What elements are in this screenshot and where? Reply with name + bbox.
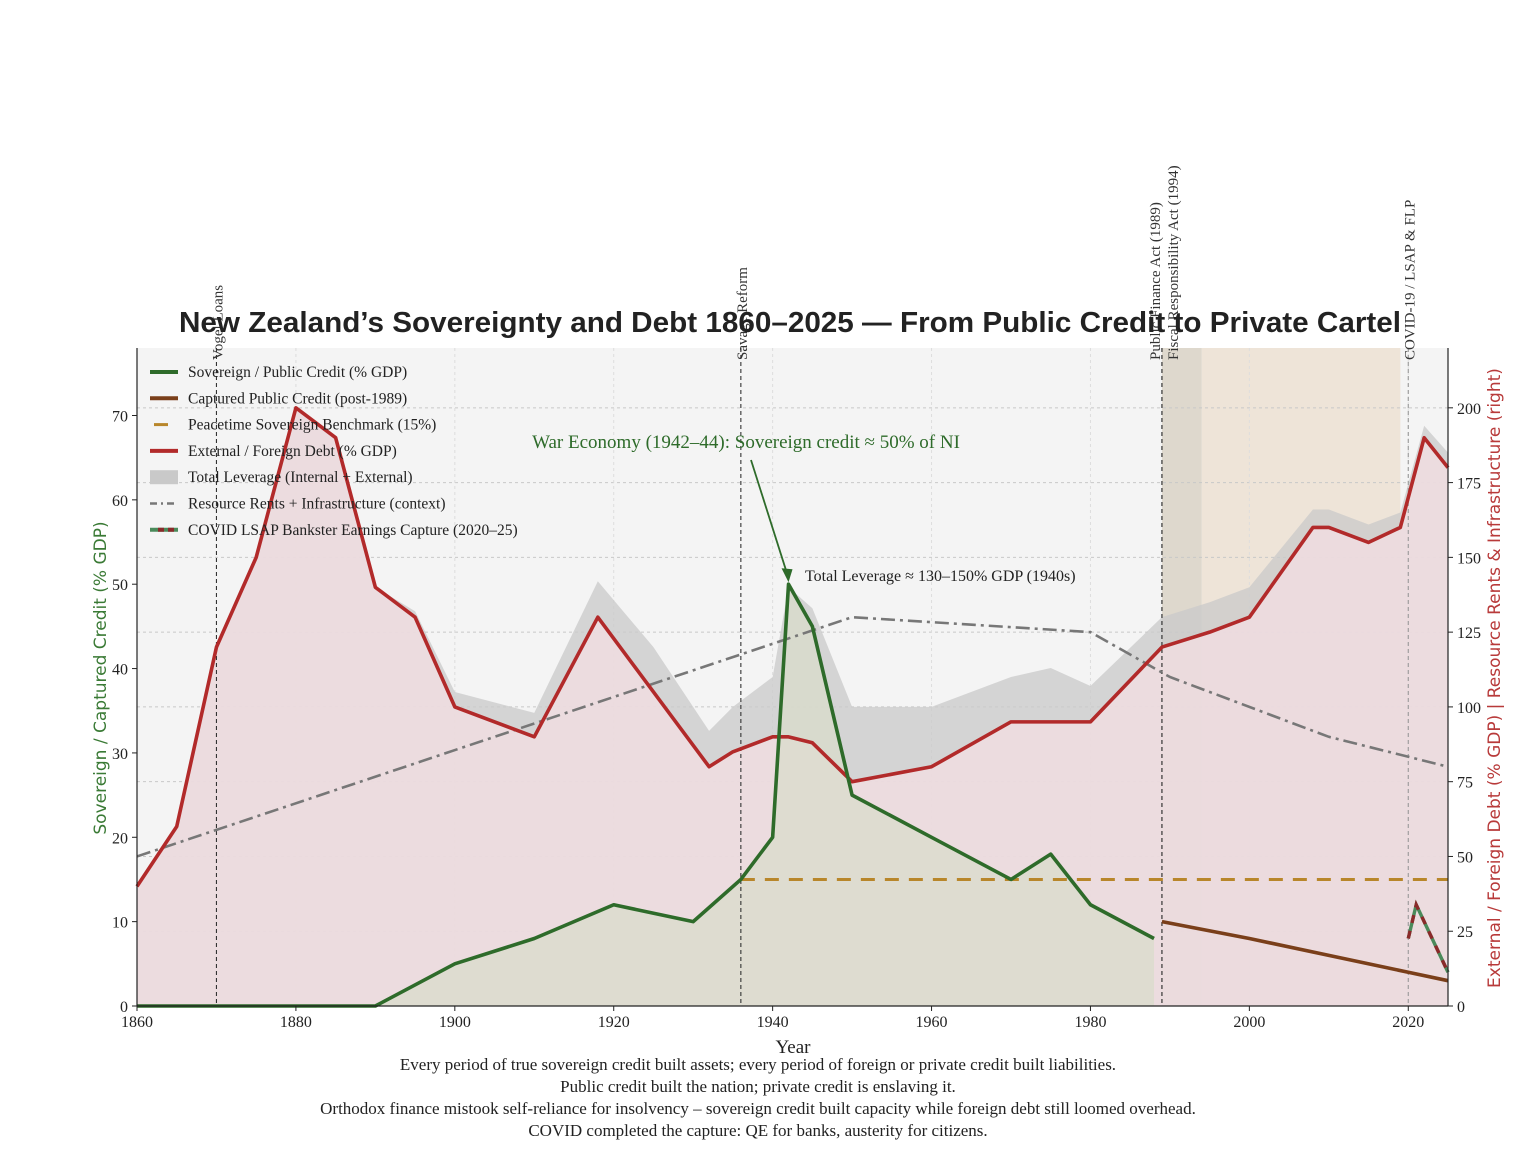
x-tick-label: 1860 — [121, 1014, 153, 1031]
footer-line-4: COVID completed the capture: QE for bank… — [528, 1121, 988, 1140]
legend-swatch — [150, 470, 178, 485]
event-label: Public Finance Act (1989) — [1148, 202, 1164, 360]
legend-label: External / Foreign Debt (% GDP) — [188, 443, 397, 460]
resource-rents-line — [136, 615, 1449, 858]
event-label: Vogel Loans — [210, 285, 226, 360]
event-label: Savage Reform — [735, 267, 751, 360]
legend-label: COVID LSAP Bankster Earnings Capture (20… — [188, 522, 518, 539]
legend-label: Sovereign / Public Credit (% GDP) — [188, 364, 407, 381]
annotation-arrow — [750, 459, 790, 579]
total-leverage-annotation: Total Leverage ≈ 130–150% GDP (1940s) — [805, 568, 1076, 585]
war-economy-annotation: War Economy (1942–44): Sovereign credit … — [532, 432, 960, 453]
y-left-tick-label: 0 — [120, 999, 128, 1016]
external-debt-fill — [137, 407, 1448, 1006]
y-left-tick-label: 30 — [112, 746, 128, 763]
y-left-tick-label: 70 — [112, 408, 128, 425]
footer-line-2: Public credit built the nation; private … — [560, 1077, 956, 1096]
sovereign-credit-fill — [137, 584, 1155, 1006]
x-tick-label: 1960 — [916, 1014, 948, 1031]
y-right-tick-label: 50 — [1457, 849, 1473, 866]
y-right-tick-label: 125 — [1457, 625, 1481, 642]
y-axis-right-label: External / Foreign Debt (% GDP) | Resour… — [1485, 368, 1505, 988]
x-tick-label: 1880 — [280, 1014, 312, 1031]
footer-line-3: Orthodox finance mistook self-reliance f… — [320, 1099, 1196, 1118]
x-tick-label: 1940 — [757, 1014, 789, 1031]
y-left-tick-label: 60 — [112, 493, 128, 510]
x-tick-label: 1980 — [1074, 1014, 1106, 1031]
event-label: Fiscal Responsibility Act (1994) — [1166, 165, 1182, 360]
captured-credit-line — [1161, 919, 1449, 983]
y-right-tick-label: 100 — [1457, 700, 1481, 717]
event-label: COVID-19 / LSAP & FLP — [1402, 200, 1418, 360]
y-left-tick-label: 10 — [112, 915, 128, 932]
y-left-tick-label: 20 — [112, 830, 128, 847]
covid-capture-line-dash — [1406, 899, 1450, 973]
y-right-tick-label: 75 — [1457, 775, 1473, 792]
legend-label: Peacetime Sovereign Benchmark (15%) — [188, 417, 436, 434]
legend-label: Resource Rents + Infrastructure (context… — [188, 496, 446, 513]
y-right-tick-label: 150 — [1457, 550, 1481, 567]
footer-line-1: Every period of true sovereign credit bu… — [399, 1055, 1117, 1074]
x-tick-label: 2000 — [1233, 1014, 1265, 1031]
y-left-tick-label: 40 — [112, 662, 128, 679]
legend-label: Total Leverage (Internal + External) — [188, 469, 413, 486]
x-tick-label: 1900 — [439, 1014, 471, 1031]
y-axis-left-label: Sovereign / Captured Credit (% GDP) — [91, 521, 111, 834]
y-right-tick-label: 175 — [1457, 476, 1481, 493]
y-right-tick-label: 0 — [1457, 999, 1465, 1016]
x-axis-label: Year — [775, 1037, 811, 1058]
legend-label: Captured Public Credit (post-1989) — [188, 390, 407, 407]
chart-title: New Zealand’s Sovereignty and Debt 1860–… — [179, 307, 1401, 339]
x-tick-label: 1920 — [598, 1014, 630, 1031]
annotation-arrowhead — [781, 568, 793, 583]
x-tick-label: 2020 — [1392, 1014, 1424, 1031]
y-right-tick-label: 200 — [1457, 401, 1481, 418]
y-left-tick-label: 50 — [112, 577, 128, 594]
y-right-tick-label: 25 — [1457, 924, 1473, 941]
